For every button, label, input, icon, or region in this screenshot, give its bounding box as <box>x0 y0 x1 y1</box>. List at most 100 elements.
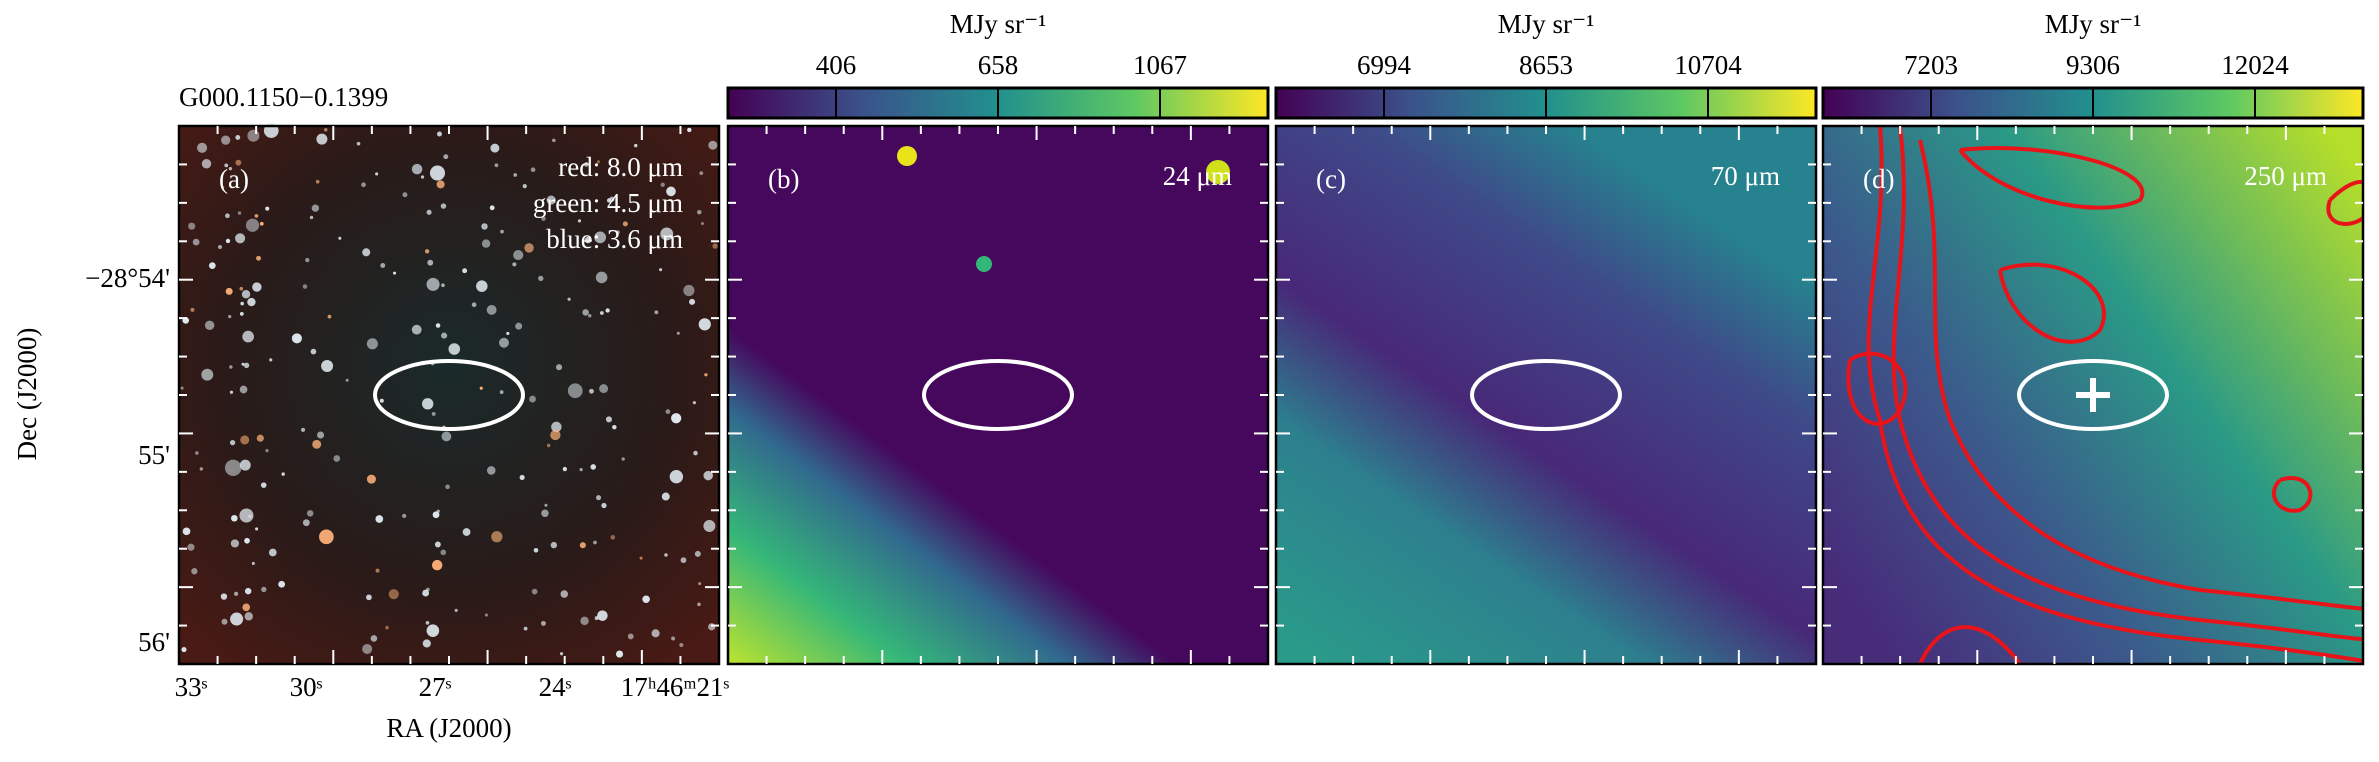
star <box>278 580 286 588</box>
star <box>676 331 680 335</box>
star <box>237 211 242 215</box>
star <box>370 635 378 642</box>
images <box>177 123 2365 666</box>
star <box>627 633 634 640</box>
star <box>426 209 432 215</box>
colorbar-unit: MJy sr⁻¹ <box>950 9 1047 39</box>
star <box>609 196 615 202</box>
star <box>671 413 682 424</box>
star <box>651 629 660 638</box>
star <box>411 163 423 175</box>
y-axis-label: Dec (J2000) <box>12 328 42 461</box>
star <box>324 128 328 132</box>
star <box>441 431 452 442</box>
band-label: 250 μm <box>2244 161 2327 191</box>
star <box>180 386 184 390</box>
star <box>345 378 349 382</box>
star <box>366 338 378 350</box>
star <box>582 309 589 316</box>
colorbar-tick-label: 658 <box>978 50 1019 80</box>
star <box>247 297 256 307</box>
star <box>315 179 320 184</box>
star <box>425 620 430 625</box>
star <box>642 595 650 604</box>
star <box>251 561 255 565</box>
star <box>316 133 328 145</box>
star <box>188 222 196 230</box>
star <box>440 203 447 209</box>
star <box>594 231 607 244</box>
star <box>305 257 310 263</box>
star <box>550 429 561 441</box>
star <box>689 298 696 305</box>
band-label: blue: 3.6 μm <box>546 224 683 254</box>
star <box>375 172 379 176</box>
star <box>256 255 261 261</box>
star <box>597 610 608 621</box>
star <box>540 620 546 626</box>
star <box>380 263 386 268</box>
star <box>269 358 273 362</box>
colorbar-tick-label: 8653 <box>1519 50 1573 80</box>
star <box>584 236 592 244</box>
star <box>441 332 448 339</box>
star <box>311 204 320 212</box>
star <box>260 482 267 488</box>
star <box>580 616 589 626</box>
star <box>244 612 253 621</box>
x-tick-label: 17ʰ46ᵐ21ˢ <box>621 672 730 702</box>
star <box>471 302 477 308</box>
star <box>235 159 242 166</box>
star <box>301 427 306 432</box>
star <box>530 167 536 173</box>
star <box>225 287 233 295</box>
star <box>601 502 607 509</box>
star <box>431 411 436 416</box>
star <box>427 259 434 266</box>
star <box>679 643 684 648</box>
star <box>204 320 215 331</box>
star <box>235 135 241 140</box>
star <box>491 531 503 543</box>
star <box>375 568 380 573</box>
star <box>541 216 546 221</box>
colorbar-tick-label: 9306 <box>2066 50 2120 80</box>
star <box>375 515 384 523</box>
star <box>519 474 525 480</box>
star <box>421 398 434 410</box>
star <box>484 613 488 617</box>
star <box>424 249 430 254</box>
star <box>680 557 687 564</box>
star <box>639 556 643 560</box>
star <box>555 364 563 371</box>
star <box>426 277 440 291</box>
y-tick-label: 56' <box>138 627 170 657</box>
star <box>708 623 716 631</box>
star <box>500 229 504 234</box>
band-label: 24 μm <box>1163 161 1232 191</box>
star <box>312 439 322 449</box>
star <box>321 360 334 372</box>
star <box>217 244 223 250</box>
star <box>281 472 285 476</box>
star <box>523 626 528 631</box>
star <box>259 221 264 226</box>
star <box>229 390 234 394</box>
star <box>494 163 499 168</box>
star <box>422 639 431 648</box>
contours <box>1846 126 2363 664</box>
panel-label: (b) <box>768 164 799 194</box>
star <box>356 141 361 146</box>
star <box>489 205 495 211</box>
star <box>479 386 483 390</box>
star <box>579 542 586 549</box>
star <box>708 140 718 150</box>
star <box>244 587 252 595</box>
star <box>379 398 384 403</box>
star <box>441 283 445 288</box>
star <box>595 271 608 284</box>
star <box>191 568 198 575</box>
star <box>704 373 708 377</box>
star <box>230 612 244 626</box>
star <box>247 129 260 142</box>
